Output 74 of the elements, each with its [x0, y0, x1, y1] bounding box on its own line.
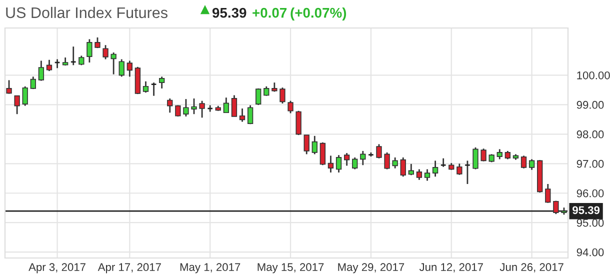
candlestick	[183, 98, 189, 118]
y-tick-label: 96.00	[576, 189, 604, 198]
candlestick	[344, 152, 350, 166]
candlestick	[312, 135, 318, 155]
candlestick	[102, 44, 108, 60]
candlestick	[167, 98, 173, 114]
text: (+0.07%)	[290, 8, 346, 20]
candlestick	[86, 38, 92, 64]
candlestick	[191, 98, 197, 115]
candlestick	[70, 46, 76, 66]
y-tick-label: 99.00	[576, 100, 604, 109]
candlestick	[480, 148, 486, 162]
x-tick-label: May 29, 2017	[338, 263, 404, 274]
candlestick	[408, 163, 414, 176]
chart-title: US Dollar Index Futures	[6, 6, 168, 18]
candlestick	[360, 150, 366, 166]
candlestick	[256, 88, 262, 106]
candlestick	[280, 86, 286, 104]
candlestick	[545, 183, 551, 204]
candlestick	[496, 148, 502, 160]
candlestick	[400, 156, 406, 178]
y-tick-label: 98.00	[576, 130, 604, 138]
x-tick-label: Jun 26, 2017	[500, 263, 564, 272]
candlestick	[142, 80, 149, 94]
text: +0.07	[252, 8, 287, 18]
candlestick	[424, 168, 430, 182]
candlestick	[110, 52, 116, 75]
candlestick	[416, 168, 422, 181]
x-tick-label: May 15, 2017	[258, 263, 324, 274]
candlestick	[528, 158, 535, 171]
candlestick	[320, 142, 326, 166]
x-tick-label: Jun 12, 2017	[419, 263, 483, 272]
candlestick	[30, 76, 36, 90]
y-tick-label: 94.00	[576, 248, 604, 256]
candlestick	[384, 152, 390, 170]
candlestick	[272, 82, 278, 92]
y-tick-label: 97.00	[576, 160, 604, 168]
candlestick	[126, 60, 132, 78]
candlestick	[336, 154, 342, 174]
x-tick-label: Apr 3, 2017	[28, 263, 86, 274]
candlestick	[376, 143, 382, 160]
candlestick	[392, 156, 398, 170]
candlestick	[304, 134, 310, 155]
candlestick	[553, 200, 559, 215]
candlestick	[78, 55, 84, 66]
candlestick	[288, 100, 294, 114]
candlestick	[264, 86, 270, 97]
y-tick-label: 95.00	[576, 218, 604, 227]
candlestick	[520, 154, 527, 170]
x-tick-label: May 1, 2017	[180, 263, 240, 274]
candlestick	[150, 82, 157, 97]
candlestick	[472, 146, 478, 170]
candlestick	[14, 95, 20, 115]
y-tick-label: 100.00	[577, 71, 610, 80]
candlestick	[46, 59, 52, 72]
candlestick	[199, 100, 205, 118]
text: 95.39	[212, 8, 246, 18]
candlestick	[6, 79, 12, 94]
candlestick	[159, 76, 165, 90]
candlestick	[38, 60, 44, 82]
ref-line-label: 95.39	[572, 206, 600, 214]
candlestick	[239, 108, 246, 122]
candlestick	[432, 160, 438, 178]
candlestick	[118, 58, 124, 78]
candlestick	[223, 96, 230, 114]
candlestick	[296, 110, 302, 136]
candlestick	[328, 154, 334, 174]
candlestick	[464, 160, 471, 185]
candlestick	[247, 104, 254, 125]
candlestick	[456, 162, 462, 176]
candlestick	[352, 156, 358, 170]
x-tick-label: Apr 17, 2017	[98, 263, 161, 274]
candlestick	[22, 86, 28, 107]
candlestick	[231, 94, 238, 118]
